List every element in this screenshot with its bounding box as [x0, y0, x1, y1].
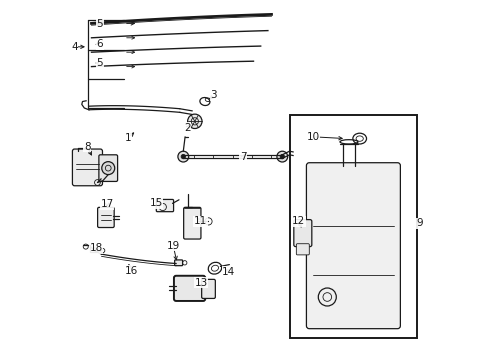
FancyBboxPatch shape: [293, 220, 311, 247]
Circle shape: [280, 154, 284, 159]
FancyBboxPatch shape: [174, 260, 182, 266]
FancyBboxPatch shape: [174, 276, 205, 301]
Text: 7: 7: [239, 152, 246, 162]
Circle shape: [187, 114, 202, 129]
Circle shape: [102, 162, 115, 175]
FancyBboxPatch shape: [201, 279, 215, 298]
FancyBboxPatch shape: [72, 149, 102, 186]
Text: 17: 17: [100, 199, 113, 210]
Text: 11: 11: [194, 216, 207, 226]
Text: 4: 4: [71, 42, 78, 52]
Text: 3: 3: [210, 90, 217, 100]
Text: 5: 5: [96, 19, 103, 30]
Text: 12: 12: [291, 216, 305, 226]
Circle shape: [178, 151, 188, 162]
Text: 6: 6: [96, 39, 103, 49]
FancyBboxPatch shape: [156, 199, 173, 212]
FancyBboxPatch shape: [306, 163, 400, 329]
FancyBboxPatch shape: [98, 207, 114, 228]
Text: 15: 15: [149, 198, 163, 208]
Text: 5: 5: [96, 58, 103, 68]
FancyBboxPatch shape: [183, 207, 201, 239]
Text: 18: 18: [89, 243, 102, 253]
FancyBboxPatch shape: [99, 155, 117, 181]
Bar: [289, 115, 416, 338]
Text: 1: 1: [125, 132, 132, 143]
Text: 16: 16: [124, 266, 138, 276]
Text: 19: 19: [166, 240, 180, 251]
Text: 9: 9: [416, 218, 423, 228]
Text: 8: 8: [84, 142, 90, 152]
Text: 2: 2: [184, 123, 190, 133]
Text: 10: 10: [305, 132, 319, 142]
Text: 14: 14: [222, 267, 235, 277]
Text: 13: 13: [194, 278, 207, 288]
Circle shape: [276, 151, 287, 162]
Circle shape: [181, 154, 185, 159]
FancyBboxPatch shape: [296, 244, 309, 255]
